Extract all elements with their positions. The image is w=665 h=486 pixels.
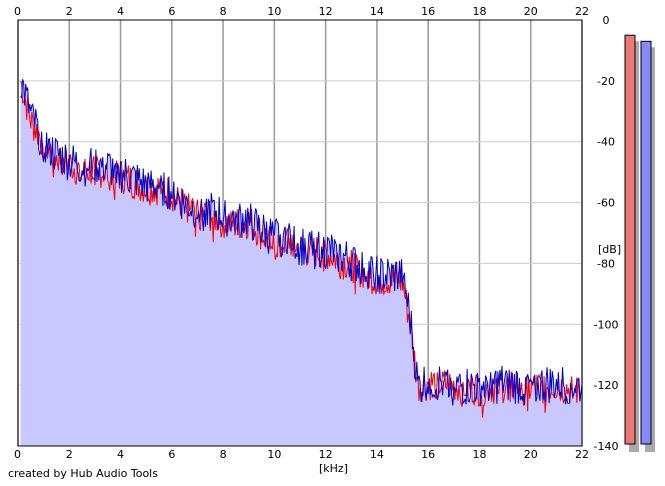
x-tick-label-top: 20 [524, 5, 538, 18]
series-right-channel [20, 79, 583, 407]
x-axis-title: [kHz] [319, 462, 348, 475]
x-tick-label-bottom: 8 [220, 448, 227, 461]
x-tick-label-top: 4 [117, 5, 124, 18]
x-tick-label-top: 6 [168, 5, 175, 18]
x-tick-label-top: 10 [267, 5, 281, 18]
spectrum-fill-area [20, 79, 582, 446]
x-tick-label-top: 8 [220, 5, 227, 18]
credit-text: created by Hub Audio Tools [8, 467, 158, 480]
x-tick-label-bottom: 20 [524, 448, 538, 461]
x-tick-label-top: 16 [421, 5, 435, 18]
x-tick-label-bottom: 6 [168, 448, 175, 461]
x-tick-label-top: 0 [14, 5, 21, 18]
x-tick-label-bottom: 10 [267, 448, 281, 461]
x-tick-label-top: 18 [472, 5, 486, 18]
spectrum-series [20, 79, 583, 418]
y-axis-ticks: 0 -20 -40 -60 -80 -100 -120 -140 [594, 14, 619, 453]
y-tick-label: -100 [594, 318, 619, 331]
y-tick-label: -80 [597, 257, 615, 270]
y-tick-label: -120 [594, 379, 619, 392]
x-tick-label-bottom: 22 [575, 448, 589, 461]
x-tick-label-top: 2 [66, 5, 73, 18]
y-tick-label: -20 [597, 75, 615, 88]
x-tick-label-bottom: 4 [117, 448, 124, 461]
level-meter-bar [624, 34, 636, 445]
plot-border [17, 19, 583, 447]
x-tick-label-top: 14 [370, 5, 384, 18]
y-tick-label: -40 [597, 136, 615, 149]
y-axis-title: [dB] [598, 243, 621, 256]
y-tick-label: -60 [597, 197, 615, 210]
y-tick-label: -140 [594, 440, 619, 453]
plot-frame [17, 19, 583, 447]
level-meter-bar [640, 40, 652, 445]
spectrum-fill [20, 79, 582, 446]
y-tick-label: 0 [603, 14, 610, 27]
x-tick-label-bottom: 14 [370, 448, 384, 461]
x-axis-top-ticks: 0 2 4 6 8 10 12 14 16 18 20 22 [14, 5, 589, 18]
x-tick-label-bottom: 12 [319, 448, 333, 461]
x-axis-bottom-ticks: 0 2 4 6 8 10 12 14 16 18 20 22 [14, 448, 589, 461]
x-tick-label-top: 22 [575, 5, 589, 18]
x-tick-label-bottom: 18 [472, 448, 486, 461]
x-tick-label-bottom: 2 [66, 448, 73, 461]
x-tick-label-bottom: 0 [14, 448, 21, 461]
x-tick-label-top: 12 [319, 5, 333, 18]
level-meters [624, 34, 655, 453]
x-tick-label-bottom: 16 [421, 448, 435, 461]
